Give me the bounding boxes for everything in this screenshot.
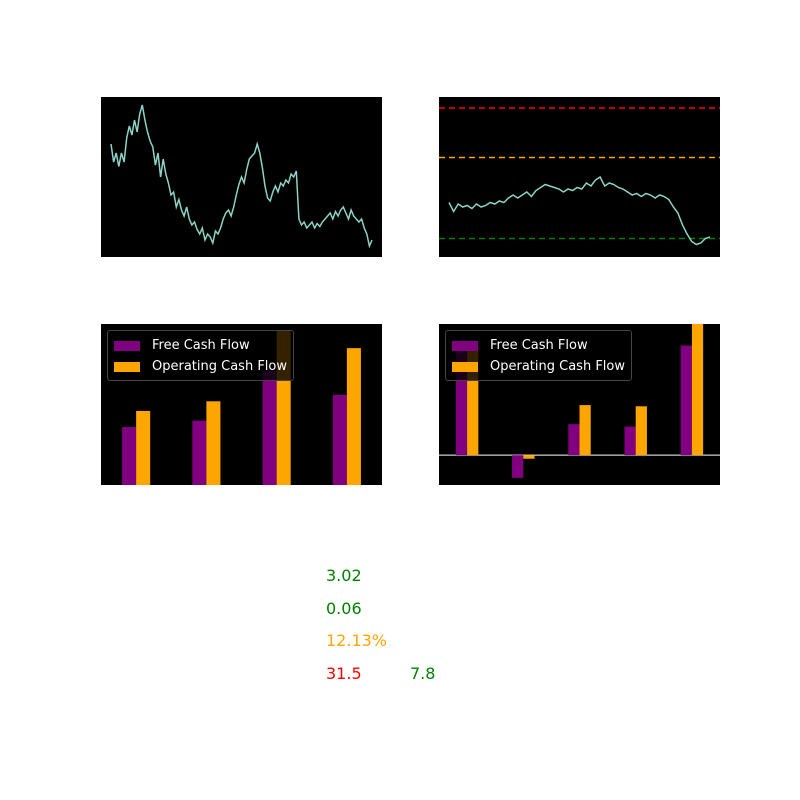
free-cash-flow-bar [512,455,524,478]
operating-cash-flow-bar [467,344,479,456]
legend-item-fcf: Free Cash Flow [452,335,625,356]
ratio-line-plot [439,107,720,246]
free-cash-flow-bar [262,370,277,485]
ocf-swatch [114,361,140,372]
price-line-chart [101,97,382,257]
free-cash-flow-bar [455,345,468,456]
legend-label: Operating Cash Flow [490,359,625,374]
free-cash-flow-bar [122,427,137,485]
series-line [448,175,711,246]
cash-flow-bars-2 [439,324,720,478]
legend-label: Free Cash Flow [152,338,250,353]
cash-flow-bar-chart-2: Free Cash Flow Operating Cash Flow [439,324,720,485]
free-cash-flow-bar [680,345,692,456]
operating-cash-flow-bar [136,410,151,485]
metric-value: 7.8 [410,664,436,683]
cash-flow-bar-chart-1: Free Cash Flow Operating Cash Flow [101,324,382,485]
free-cash-flow-bar [332,394,347,485]
operating-cash-flow-bar [691,324,704,456]
ocf-swatch [452,361,478,372]
metric-value: 3.02 [326,566,362,585]
series-line [110,104,373,249]
free-cash-flow-bar [192,420,207,485]
free-cash-flow-bar [568,424,580,456]
price-line-plot [110,104,373,249]
fcf-swatch [452,340,478,351]
legend-item-ocf: Operating Cash Flow [452,356,625,377]
free-cash-flow-bar [624,426,636,456]
metric-value: 0.06 [326,599,362,618]
chart-legend: Free Cash Flow Operating Cash Flow [107,330,294,381]
legend-label: Operating Cash Flow [152,359,287,374]
ratio-line-chart [439,97,720,257]
operating-cash-flow-bar [346,348,361,485]
metric-value: 31.5 [326,664,362,683]
operating-cash-flow-bar [206,401,221,485]
legend-item-ocf: Operating Cash Flow [114,356,287,377]
metric-value: 12.13% [326,631,388,650]
legend-item-fcf: Free Cash Flow [114,335,287,356]
chart-legend: Free Cash Flow Operating Cash Flow [445,330,632,381]
operating-cash-flow-bar [635,406,647,456]
operating-cash-flow-bar [523,455,535,459]
fcf-swatch [114,340,140,351]
operating-cash-flow-bar [579,405,591,456]
legend-label: Free Cash Flow [490,338,588,353]
